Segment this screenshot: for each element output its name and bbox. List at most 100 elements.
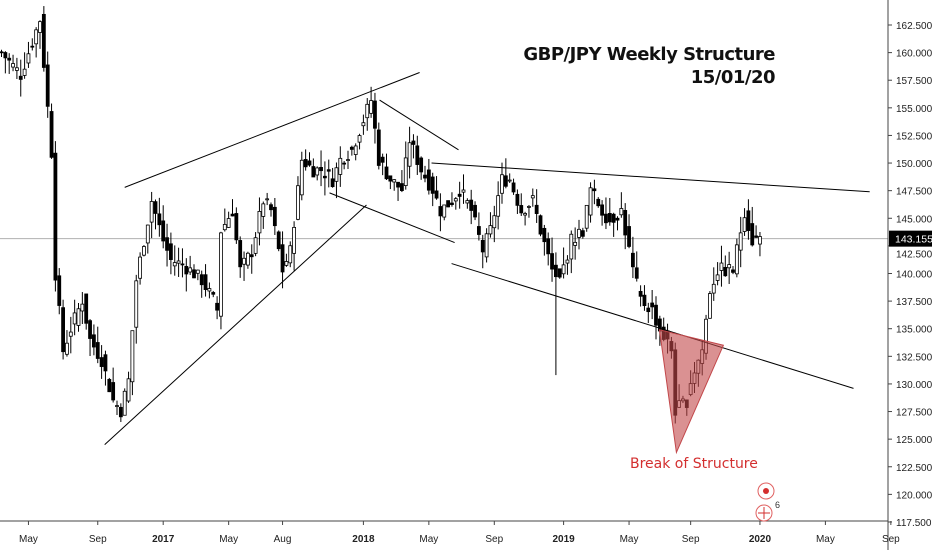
candle-down — [457, 193, 462, 197]
break-of-structure-triangle — [658, 329, 725, 455]
candle-down — [380, 156, 385, 163]
candle-down — [234, 213, 239, 241]
candle-down — [473, 204, 477, 218]
candle-down — [646, 307, 651, 313]
time-tick-label: 2017 — [152, 534, 175, 545]
candle-down — [61, 307, 65, 353]
candle-up — [134, 280, 139, 328]
candle-up — [195, 269, 200, 274]
break-of-structure-label: Break of Structure — [630, 456, 758, 472]
price-tick-label: 155.000 — [896, 104, 932, 115]
candle-down — [161, 220, 166, 242]
price-tick-label: 122.500 — [896, 463, 932, 474]
candle-up — [365, 103, 370, 119]
candle-down — [426, 169, 431, 191]
candle-up — [734, 244, 739, 275]
candle-up — [530, 195, 535, 199]
time-tick-label: Sep — [682, 534, 700, 545]
candle-up — [315, 167, 320, 176]
candle-up — [76, 308, 81, 326]
candle-down — [476, 226, 481, 235]
price-tick-label: 142.500 — [896, 250, 932, 261]
candle-down — [118, 406, 123, 418]
candle-up — [338, 157, 343, 175]
candle-down — [0, 51, 4, 54]
candle-down — [349, 146, 354, 150]
candle-down — [153, 201, 158, 214]
candle-down — [519, 205, 524, 214]
candle-up — [369, 100, 374, 114]
candle-up — [138, 256, 143, 279]
candle-down — [438, 206, 443, 217]
candle-down — [607, 213, 612, 223]
candle-down — [203, 274, 208, 290]
candle-up — [527, 206, 531, 208]
candle-up — [453, 198, 458, 202]
candle-down — [631, 252, 635, 268]
candle-up — [353, 145, 358, 155]
candle-down — [45, 64, 50, 107]
last-price-tag — [889, 230, 932, 247]
candle-down — [319, 167, 323, 172]
candle-up — [715, 274, 720, 281]
candle-down — [92, 334, 96, 348]
last-price-label: 143.155 — [895, 234, 932, 246]
time-tick-label: May — [620, 534, 639, 545]
candle-down — [376, 129, 381, 166]
candle-down — [199, 274, 204, 286]
candle-up — [507, 179, 512, 182]
candle-down — [642, 294, 647, 307]
candle-up — [569, 233, 574, 260]
candle-down — [107, 378, 112, 393]
candle-down — [53, 152, 58, 281]
candle-down — [615, 217, 620, 221]
candle-down — [592, 188, 597, 192]
candle-up — [80, 303, 85, 312]
candle-down — [746, 210, 751, 231]
time-tick-label: May — [219, 534, 238, 545]
candle-down — [511, 182, 516, 193]
candles — [0, 6, 762, 424]
candle-up — [442, 204, 447, 218]
candle-down — [419, 157, 424, 173]
candle-up — [142, 246, 146, 256]
candle-down — [557, 268, 562, 278]
candle-up — [265, 198, 270, 201]
candle-up — [484, 233, 489, 258]
candle-down — [450, 202, 454, 205]
candle-down — [480, 239, 485, 253]
time-tick-label: Sep — [882, 534, 900, 545]
candle-up — [176, 260, 181, 264]
price-axis-bg — [888, 0, 932, 550]
candle-up — [72, 312, 77, 325]
candle-up — [65, 342, 69, 355]
candle-up — [292, 226, 297, 254]
candle-up — [465, 200, 470, 204]
candle-up — [742, 217, 747, 232]
candle-up — [26, 53, 31, 64]
candle-down — [249, 254, 254, 258]
candle-down — [3, 52, 8, 59]
time-tick-label: 2018 — [352, 534, 375, 545]
candle-down — [30, 45, 35, 48]
candle-down — [99, 357, 104, 367]
candle-up — [253, 237, 258, 254]
candle-down — [596, 198, 601, 207]
candle-down — [469, 199, 474, 211]
candle-down — [754, 235, 758, 238]
candle-up — [727, 264, 732, 269]
candle-up — [288, 245, 293, 264]
price-tick-label: 150.000 — [896, 159, 932, 170]
candle-up — [565, 259, 570, 264]
time-tick-label: May — [816, 534, 835, 545]
candle-down — [399, 183, 404, 191]
candle-down — [280, 244, 285, 273]
candle-down — [542, 227, 547, 243]
candle-down — [750, 223, 755, 246]
candle-up — [115, 405, 119, 407]
candle-up — [38, 21, 42, 33]
candle-down — [611, 213, 616, 223]
price-tick-label: 147.500 — [896, 187, 932, 198]
